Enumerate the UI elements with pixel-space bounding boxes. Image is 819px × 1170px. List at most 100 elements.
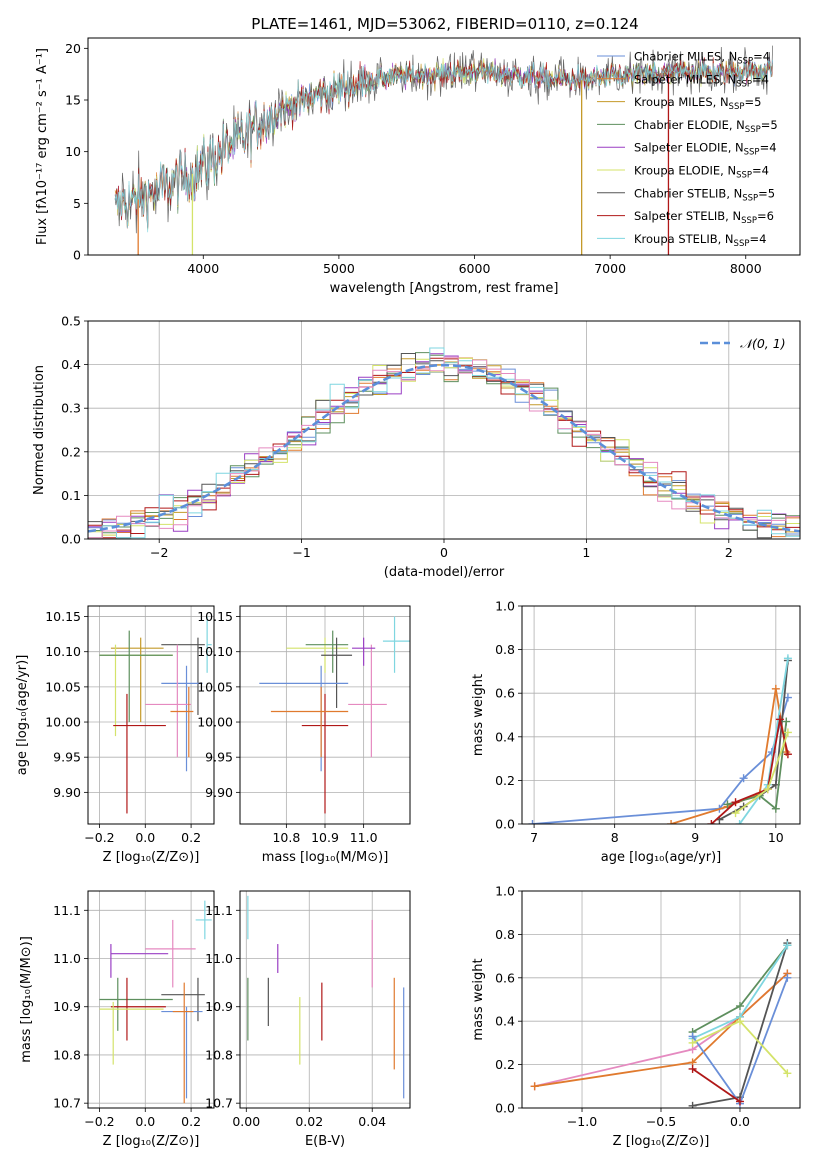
axes-mass_vs_ebv: 0.00 0.02 0.04 10.7 10.8 10.9 11.0 11.1 E(B-V)	[205, 891, 410, 1149]
y-tick-label: 0.1	[61, 488, 81, 503]
y-tick-label: 10.00	[197, 715, 233, 730]
y-tick-label: 10.10	[197, 644, 233, 659]
x-tick-label: 0.04	[358, 1114, 386, 1129]
y-tick-label: 10.15	[45, 609, 81, 624]
x-tick-label: 9	[691, 830, 699, 845]
y-tick-label: 11.1	[53, 903, 81, 918]
errorbars-age_vs_Z	[99, 616, 212, 814]
y-tick-label: 0.6	[495, 686, 515, 701]
legend-label: 𝒩(0, 1)	[740, 336, 786, 351]
axes-frame	[239, 890, 411, 1109]
y-tick-label: 0.3	[61, 401, 81, 416]
figure-title: PLATE=1461, MJD=53062, FIBERID=0110, z=0…	[251, 15, 638, 33]
y-tick-label: 9.95	[205, 750, 233, 765]
x-tick-label: 7	[530, 830, 538, 845]
legend-label: Salpeter ELODIE, NSSP=4	[634, 141, 777, 158]
x-axis-label: E(B-V)	[305, 1134, 345, 1149]
x-axis-label: wavelength [Angstrom, rest frame]	[330, 281, 559, 296]
y-tick-label: 10.05	[45, 679, 81, 694]
residual-legend: 𝒩(0, 1)	[700, 336, 786, 351]
x-axis-label: mass [log₁₀(M/M⊙)]	[262, 850, 389, 865]
legend-label: Chabrier MILES, NSSP=4	[634, 50, 770, 67]
axes-age_vs_Z: −0.2 0.0 0.2 9.90 9.95 10.00 10.05 10.10 10.15 Z …	[15, 606, 214, 865]
y-tick-label: 0.2	[61, 444, 81, 459]
y-tick-label: 9.95	[53, 750, 81, 765]
spectrum-series	[114, 57, 773, 229]
x-axis-label: age [log₁₀(age/yr)]	[601, 850, 722, 865]
y-tick-label: 0.5	[61, 314, 81, 329]
ebv-bars	[247, 895, 405, 1099]
weight-series	[692, 1068, 741, 1103]
y-tick-label: 10.7	[53, 1096, 81, 1111]
axes-mass_vs_Z: −0.2 0.0 0.2 10.7 10.8 10.9 11.0 11.1 Z [log₁₀(Z…	[19, 891, 214, 1149]
x-tick-label: −2	[150, 545, 168, 560]
axes-weight_vs_age: 7 8 9 10 0.0 0.2 0.4 0.6 0.8 1.0 age [log₁₀(age/yr…	[471, 599, 800, 865]
y-tick-label: 10	[65, 144, 81, 159]
y-tick-label: 11.1	[205, 903, 233, 918]
x-tick-label: 1	[582, 545, 590, 560]
spectrum-legend: Chabrier MILES, NSSP=4 Salpeter MILES, NS…	[597, 50, 778, 249]
errorbars-age_vs_mass	[259, 616, 410, 814]
x-tick-label: −0.2	[84, 1114, 114, 1129]
y-tick-label: 10.05	[197, 679, 233, 694]
x-tick-label: 0.0	[135, 830, 155, 845]
y-axis-label: mass [log₁₀(M/M⊙)]	[19, 936, 34, 1063]
x-tick-label: 4000	[187, 261, 219, 276]
legend-label: Chabrier ELODIE, NSSP=5	[634, 118, 778, 135]
y-tick-label: 15	[65, 93, 81, 108]
x-tick-label: −0.5	[646, 1114, 676, 1129]
x-tick-label: 0.00	[232, 1114, 260, 1129]
x-tick-label: 0.0	[135, 1114, 155, 1129]
x-tick-label: 8	[611, 830, 619, 845]
y-tick-label: 11.0	[205, 951, 233, 966]
axes-frame	[239, 605, 411, 825]
x-axis-label: Z [log₁₀(Z/Z⊙)]	[613, 1134, 710, 1149]
y-tick-label: 10.9	[53, 999, 81, 1014]
y-tick-label: 11.0	[53, 951, 81, 966]
normal-curve	[88, 363, 800, 533]
x-axis-label: (data-model)/error	[384, 565, 505, 580]
legend-label: Chabrier STELIB, NSSP=5	[634, 186, 775, 203]
legend-label: Salpeter MILES, NSSP=4	[634, 72, 769, 89]
weight-series	[727, 721, 788, 811]
x-tick-label: 5000	[323, 261, 355, 276]
axes-weight_vs_Z: −1.0 −0.5 0.0 0.0 0.2 0.4 0.6 0.8 1.0 Z [log₁₀(Z/…	[471, 884, 800, 1149]
y-axis-label: Flux [fλ10⁻¹⁷ erg cm⁻² s⁻¹ A⁻¹]	[35, 48, 50, 245]
x-tick-label: 0.2	[181, 830, 201, 845]
y-tick-label: 1.0	[495, 884, 515, 899]
y-tick-label: 5	[73, 196, 81, 211]
x-tick-label: −1	[292, 545, 310, 560]
y-axis-label: mass weight	[471, 958, 486, 1040]
y-tick-label: 0.0	[495, 1101, 515, 1116]
axes-frame	[87, 37, 801, 256]
y-tick-label: 0.4	[495, 729, 515, 744]
legend-label: Kroupa STELIB, NSSP=4	[634, 232, 766, 249]
legend-label: Salpeter STELIB, NSSP=6	[634, 209, 774, 226]
y-tick-label: 10.10	[45, 644, 81, 659]
y-tick-label: 0	[73, 248, 81, 263]
axes-frame	[87, 890, 215, 1109]
errorbars-mass_vs_Z	[99, 900, 212, 1104]
x-tick-label: 0.02	[295, 1114, 323, 1129]
y-tick-label: 9.90	[205, 785, 233, 800]
x-tick-label: 8000	[730, 261, 762, 276]
y-tick-label: 0.4	[495, 1014, 515, 1029]
legend-label: Kroupa MILES, NSSP=5	[634, 95, 761, 112]
x-tick-label: 0.0	[730, 1114, 750, 1129]
y-tick-label: 0.0	[61, 532, 81, 547]
y-tick-label: 0.8	[495, 927, 515, 942]
axes-frame	[87, 605, 215, 825]
x-tick-label: −0.2	[84, 830, 114, 845]
x-axis-label: Z [log₁₀(Z/Z⊙)]	[103, 1134, 200, 1149]
y-tick-label: 0.6	[495, 970, 515, 985]
y-tick-label: 10.8	[205, 1047, 233, 1062]
y-tick-label: 10.7	[205, 1096, 233, 1111]
x-tick-label: 2	[725, 545, 733, 560]
y-tick-label: 0.2	[495, 1057, 515, 1072]
y-axis-label: age [log₁₀(age/yr)]	[15, 655, 30, 776]
axes-age_vs_mass: 10.8 10.9 11.0 9.90 9.95 10.00 10.05 10.10 10.15…	[197, 606, 410, 865]
x-tick-label: −1.0	[567, 1114, 597, 1129]
spectrum-lines	[114, 45, 773, 255]
y-tick-label: 10.8	[53, 1047, 81, 1062]
y-tick-label: 0.2	[495, 773, 515, 788]
